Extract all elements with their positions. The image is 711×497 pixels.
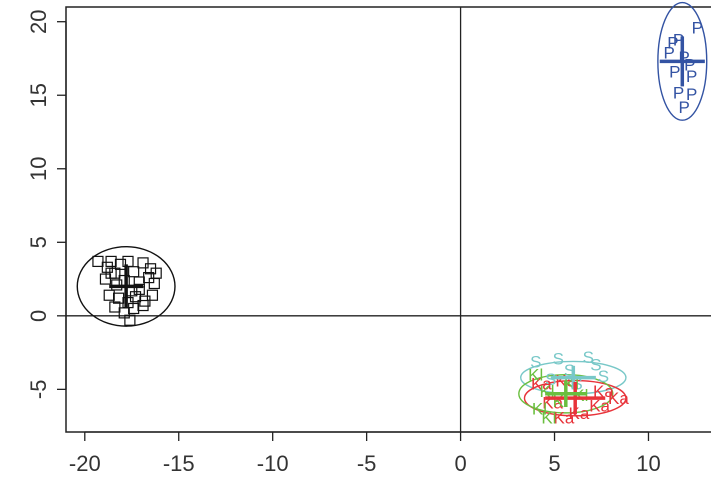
data-point [99,273,112,285]
data-point: P [686,67,697,86]
data-point: S [545,370,556,389]
plot-frame [65,6,711,433]
y-tick-label: 20 [26,9,51,33]
data-point [109,301,121,313]
data-point [137,257,149,269]
group-ellipse [657,1,708,121]
data-point: Kl [532,399,547,418]
x-axis: -20 -15 -10 -5 0 5 10 [69,431,661,476]
data-point: Ka [589,397,610,416]
data-point [146,289,159,301]
x-tick-label: 5 [548,451,560,476]
y-tick-label: 15 [26,83,51,107]
x-tick-label: 10 [636,451,660,476]
data-point [103,289,115,301]
data-point [92,255,104,268]
group-ellipse [523,379,627,417]
data-point [101,261,113,273]
data-point: Ka [554,408,575,427]
y-tick-label: 10 [26,157,51,181]
x-tick-label: -15 [163,451,195,476]
group-points: PPPPPPPPPPPSSSSSSSSKaKaKaKaKaKaKaKaKlKlK… [92,19,703,427]
data-point: S [564,361,575,380]
data-point [133,283,145,295]
data-point [137,299,149,312]
data-point: S [553,349,564,368]
y-tick-label: 0 [26,310,51,322]
data-point [124,314,136,326]
y-tick-label: -5 [26,380,51,400]
data-point: P [684,55,695,74]
data-point: Ka [531,374,552,393]
data-point: P [663,44,674,63]
data-point: S [571,374,582,393]
x-tick-label: -20 [69,451,101,476]
data-point: S [598,367,609,386]
data-point: S [590,355,601,374]
x-tick-label: 0 [454,451,466,476]
data-point: P [669,63,680,82]
y-axis: -5 0 5 10 15 20 [26,9,67,400]
data-point: Kl [539,382,554,401]
data-point [128,266,140,278]
data-point: P [679,48,690,67]
data-point: P [667,33,678,52]
data-point: Kl [573,386,588,405]
data-point [150,267,162,279]
data-point: Kl [541,408,556,427]
x-tick-label: -5 [357,451,377,476]
data-point: P [692,19,703,38]
data-point: Ka [593,382,614,401]
group-ellipse [76,246,176,327]
data-point: P [686,85,697,104]
y-tick-label: 5 [26,236,51,248]
data-point: P [673,83,684,102]
data-point [105,255,117,268]
data-point: Ka [608,389,629,408]
data-point [128,302,140,315]
group-centroid-crosses [109,36,705,415]
data-point: S [583,348,594,367]
data-point [148,277,160,290]
data-point [105,267,117,279]
data-point: S [530,352,541,371]
x-tick-label: -10 [257,451,289,476]
data-point: P [673,30,684,49]
data-point: P [679,98,690,117]
group-ellipses [76,1,708,417]
data-point: Kl [528,366,543,385]
reference-lines [66,7,711,432]
data-point [122,255,134,268]
group-ellipse [518,373,614,414]
